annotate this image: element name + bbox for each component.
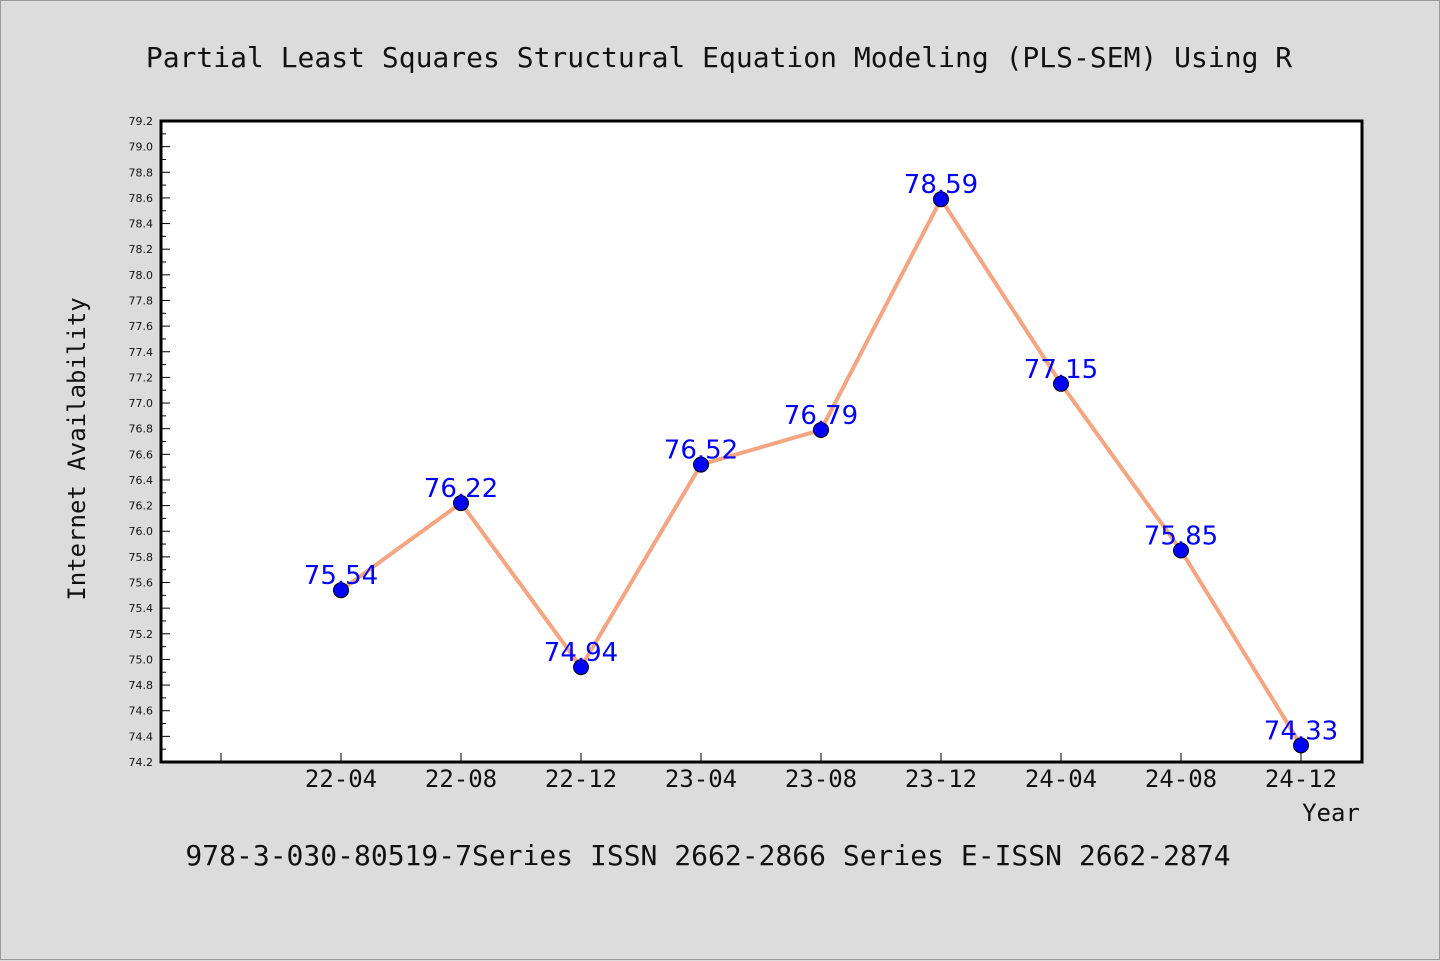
y-tick-label: 75.4 — [129, 602, 154, 615]
data-point — [693, 456, 709, 473]
y-tick-label: 74.4 — [129, 730, 154, 743]
y-tick-label: 75.6 — [129, 577, 154, 590]
y-tick-label: 78.0 — [129, 269, 154, 282]
y-tick-label: 77.4 — [129, 346, 154, 359]
data-point — [573, 659, 589, 676]
y-tick-label: 78.4 — [129, 218, 154, 231]
y-tick-label: 76.8 — [129, 423, 154, 436]
y-tick-label: 76.0 — [129, 525, 154, 538]
data-label: 78.59 — [904, 170, 978, 200]
data-point — [933, 191, 949, 208]
y-tick-label: 74.8 — [129, 679, 154, 692]
data-label: 75.85 — [1144, 521, 1218, 551]
y-tick-label: 79.2 — [129, 115, 154, 128]
data-label: 74.33 — [1264, 716, 1338, 746]
x-tick-label: 23-08 — [785, 765, 857, 793]
x-tick-label: 24-12 — [1265, 765, 1337, 793]
data-label: 77.15 — [1024, 355, 1098, 385]
data-point — [1173, 542, 1189, 559]
y-tick-label: 79.0 — [129, 141, 154, 154]
x-tick-label: 24-04 — [1025, 765, 1097, 793]
y-axis: 74.2 74.4 74.6 74.8 75.0 75.2 75.4 75.6 75.8 76.0… — [129, 115, 170, 769]
y-axis-label: Internet Availability — [63, 297, 91, 600]
y-tick-label: 76.4 — [129, 474, 154, 487]
footer-isbn-text: 978-3-030-80519-7Series ISSN 2662-2866 S… — [185, 839, 1230, 872]
y-tick-label: 74.2 — [129, 756, 154, 769]
y-tick-label: 77.6 — [129, 320, 154, 333]
series-group — [333, 191, 1309, 754]
data-point — [1053, 375, 1069, 392]
data-point — [813, 421, 829, 438]
data-labels: 75.54 76.22 74.94 76.52 76.79 78.59 77.15 75.85… — [304, 170, 1338, 746]
y-tick-label: 78.8 — [129, 166, 154, 179]
data-point — [1293, 737, 1309, 754]
y-tick-label: 74.6 — [129, 705, 154, 718]
y-tick-label: 76.2 — [129, 500, 154, 513]
y-tick-label: 77.8 — [129, 294, 154, 307]
y-tick-label: 78.2 — [129, 243, 154, 256]
y-tick-label: 75.0 — [129, 653, 154, 666]
data-label: 76.22 — [424, 474, 498, 504]
x-tick-label: 22-12 — [545, 765, 617, 793]
data-label: 76.52 — [664, 436, 738, 466]
x-tick-label: 23-12 — [905, 765, 977, 793]
y-tick-label: 75.2 — [129, 628, 154, 641]
x-tick-label: 22-08 — [425, 765, 497, 793]
x-tick-label: 24-08 — [1145, 765, 1217, 793]
y-tick-label: 76.6 — [129, 448, 154, 461]
x-axis-label: Year — [1302, 799, 1360, 827]
chart-title: Partial Least Squares Structural Equatio… — [146, 41, 1292, 74]
data-label: 75.54 — [304, 561, 378, 591]
data-label: 74.94 — [544, 638, 618, 668]
x-tick-label: 22-04 — [305, 765, 377, 793]
plot-area — [159, 119, 1364, 764]
x-tick-label: 23-04 — [665, 765, 737, 793]
data-point — [453, 495, 469, 512]
y-tick-label: 77.0 — [129, 397, 154, 410]
y-tick-label: 77.2 — [129, 371, 154, 384]
y-tick-label: 78.6 — [129, 192, 154, 205]
x-axis: 22-04 22-08 22-12 23-04 23-08 23-12 24-04 24-08… — [220, 753, 1337, 793]
data-label: 76.79 — [784, 401, 858, 431]
data-point — [333, 582, 349, 599]
y-tick-label: 75.8 — [129, 551, 154, 564]
